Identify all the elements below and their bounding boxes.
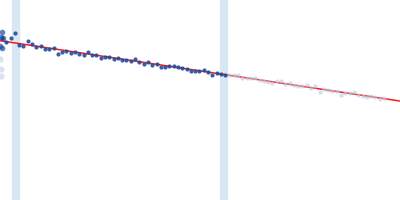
Point — [214, 71, 220, 75]
Point — [0, 46, 6, 50]
Point — [119, 58, 125, 61]
Point — [170, 64, 177, 68]
Point — [239, 77, 246, 80]
Point — [200, 69, 207, 72]
Point — [123, 59, 130, 62]
Point — [0, 57, 4, 60]
Point — [93, 54, 100, 57]
Point — [235, 74, 241, 77]
Point — [76, 52, 82, 55]
Point — [209, 73, 216, 76]
Point — [183, 68, 190, 71]
Point — [115, 56, 121, 60]
Point — [42, 47, 48, 50]
Point — [256, 79, 263, 82]
Point — [248, 77, 254, 80]
Point — [7, 37, 14, 40]
Point — [153, 62, 160, 66]
Point — [196, 70, 203, 73]
Point — [261, 79, 267, 82]
Point — [136, 60, 142, 63]
Point — [304, 84, 310, 87]
Point — [351, 91, 357, 94]
Point — [269, 82, 276, 85]
Point — [342, 91, 348, 95]
Point — [278, 80, 284, 83]
Point — [59, 51, 65, 54]
Point — [0, 31, 5, 34]
Point — [308, 86, 314, 89]
Point — [140, 62, 147, 65]
Point — [364, 95, 370, 98]
Point — [3, 41, 10, 44]
Point — [334, 90, 340, 93]
Point — [68, 51, 74, 54]
Point — [24, 39, 31, 43]
Point — [226, 73, 233, 76]
Point — [222, 74, 228, 77]
Point — [321, 87, 327, 90]
Point — [252, 76, 258, 80]
Point — [50, 47, 57, 50]
Point — [295, 85, 301, 88]
Point — [0, 67, 4, 71]
Point — [89, 53, 95, 56]
Point — [286, 82, 293, 85]
Point — [145, 60, 151, 64]
Point — [291, 83, 297, 86]
Point — [132, 57, 138, 60]
Point — [110, 58, 117, 61]
Point — [218, 73, 224, 76]
Point — [205, 70, 211, 73]
Point — [80, 53, 87, 57]
Point — [179, 67, 186, 70]
Point — [299, 84, 306, 87]
Point — [72, 50, 78, 53]
Point — [175, 66, 181, 69]
Point — [274, 80, 280, 83]
Point — [329, 90, 336, 93]
Point — [162, 66, 168, 69]
Point — [316, 90, 323, 94]
Point — [355, 94, 362, 97]
Point — [381, 96, 387, 100]
Point — [20, 44, 27, 47]
Point — [102, 56, 108, 59]
Point — [265, 81, 271, 84]
Point — [38, 44, 44, 47]
Point — [29, 42, 35, 45]
Point — [63, 50, 70, 53]
Point — [85, 51, 91, 54]
Point — [192, 69, 198, 73]
Point — [98, 56, 104, 59]
Point — [16, 43, 22, 47]
Point — [346, 91, 353, 95]
Point — [244, 77, 250, 80]
Point — [0, 37, 6, 40]
Point — [158, 66, 164, 69]
Point — [33, 46, 40, 49]
Point — [282, 82, 288, 85]
Point — [149, 64, 156, 67]
Point — [54, 52, 61, 56]
Point — [0, 36, 4, 39]
Point — [312, 85, 318, 88]
Point — [12, 32, 18, 35]
Point — [372, 95, 379, 99]
Point — [0, 74, 4, 77]
Point — [0, 36, 5, 40]
Point — [188, 70, 194, 73]
Point — [46, 48, 52, 51]
Point — [106, 55, 112, 59]
Point — [359, 95, 366, 98]
Point — [376, 97, 383, 100]
Point — [230, 73, 237, 76]
Point — [325, 88, 332, 92]
Point — [128, 60, 134, 63]
Point — [166, 64, 172, 68]
Point — [338, 93, 344, 96]
Point — [368, 94, 374, 97]
Point — [0, 44, 3, 47]
